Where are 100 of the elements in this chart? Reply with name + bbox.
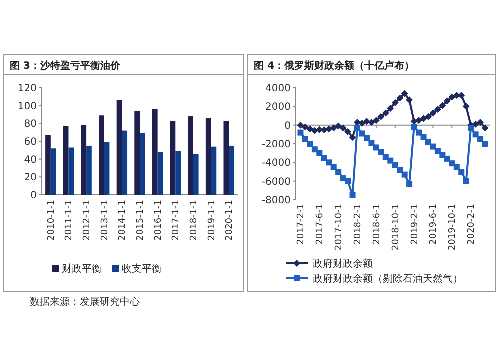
x-tick-label: 2014-1-1 [118,200,128,241]
bar [68,148,74,195]
point [478,136,484,142]
point [397,167,404,174]
y-tick-label: -6000 [262,176,291,188]
point [458,92,466,99]
point [482,141,488,147]
y-tick-label: 40 [24,154,37,166]
point [372,117,380,124]
y-tick-label: 4000 [266,84,291,94]
point [378,113,385,120]
y-tick-label: 60 [24,137,37,148]
source-note: 数据来源：发展研究中心 [30,296,140,308]
chart-title: 图 4：俄罗斯财政余额（十亿卢布） [254,60,414,72]
x-tick-label: 2019-1-1 [207,200,218,241]
x-tick-label: 2019-10-1 [448,204,458,251]
bar [140,133,146,195]
x-tick-label: 2019-2-1 [410,204,420,245]
point [302,124,309,131]
point [354,125,361,132]
y-tick-label: -2000 [262,140,291,150]
y-tick-label: 2000 [266,102,291,114]
point [468,125,474,132]
bar [50,148,56,195]
x-tick-label: 2017-6-1 [316,204,326,245]
x-tick-label: 2011-1-1 [64,200,75,241]
point [307,141,314,147]
bar [152,109,158,195]
x-tick-label: 2017-10-1 [334,204,345,251]
bar [46,135,51,195]
bar [206,118,212,195]
point [458,169,465,175]
point [477,119,484,126]
y-tick-label: -8000 [262,196,291,206]
point [392,162,398,168]
point [449,160,456,167]
x-tick-label: 2013-1-1 [100,200,110,241]
point [448,94,456,101]
legend-label: 财政平衡 [62,263,102,275]
bar [86,146,92,195]
bar [193,154,199,195]
bar [122,130,128,195]
point [297,122,304,129]
point [326,160,332,166]
legend-label: 政府财政余额 [313,258,373,270]
x-tick-label: 2019-6-1 [429,204,440,245]
x-tick-label: 2020-1-1 [225,200,236,241]
point [316,150,323,156]
point [416,130,422,136]
point [368,119,376,126]
point [416,117,423,124]
point [330,164,337,170]
point [424,113,432,120]
point [425,139,432,146]
point [402,172,408,178]
point [453,92,460,99]
point [330,124,338,132]
bar [81,125,87,195]
point [444,98,451,105]
point [411,124,418,130]
point [472,132,479,138]
y-tick-label: 0 [284,120,291,132]
point [359,130,366,137]
point [434,106,442,113]
point [336,169,342,175]
point [420,115,428,122]
x-tick-label: 2015-1-1 [136,200,146,241]
y-tick-label: 80 [24,119,37,130]
bar [134,111,140,195]
point [472,120,480,128]
point [444,156,450,162]
point [378,149,384,156]
point [406,181,413,188]
x-tick-label: 2018-2-1 [354,204,364,245]
point [340,124,347,132]
point [401,90,408,98]
bar [211,146,217,195]
x-tick-label: 2018-6-1 [372,204,382,245]
point [440,152,446,158]
bar [224,120,230,195]
chart-title: 图 3：沙特盈亏平衡油价 [10,60,122,72]
bar [188,116,194,195]
point [396,94,404,102]
bar [176,151,181,195]
point [311,127,318,134]
bar [104,142,110,195]
point [298,130,304,136]
point [345,178,352,184]
point [344,128,352,136]
point [302,136,308,142]
point [430,110,437,117]
y-tick-label: -4000 [262,158,291,170]
point [373,144,380,151]
x-tick-label: 2010-1-1 [46,200,57,241]
point [406,96,414,104]
point [363,118,370,126]
x-tick-label: 2016-1-1 [154,200,164,241]
bar [99,116,104,195]
point [382,154,389,160]
point [463,178,470,184]
